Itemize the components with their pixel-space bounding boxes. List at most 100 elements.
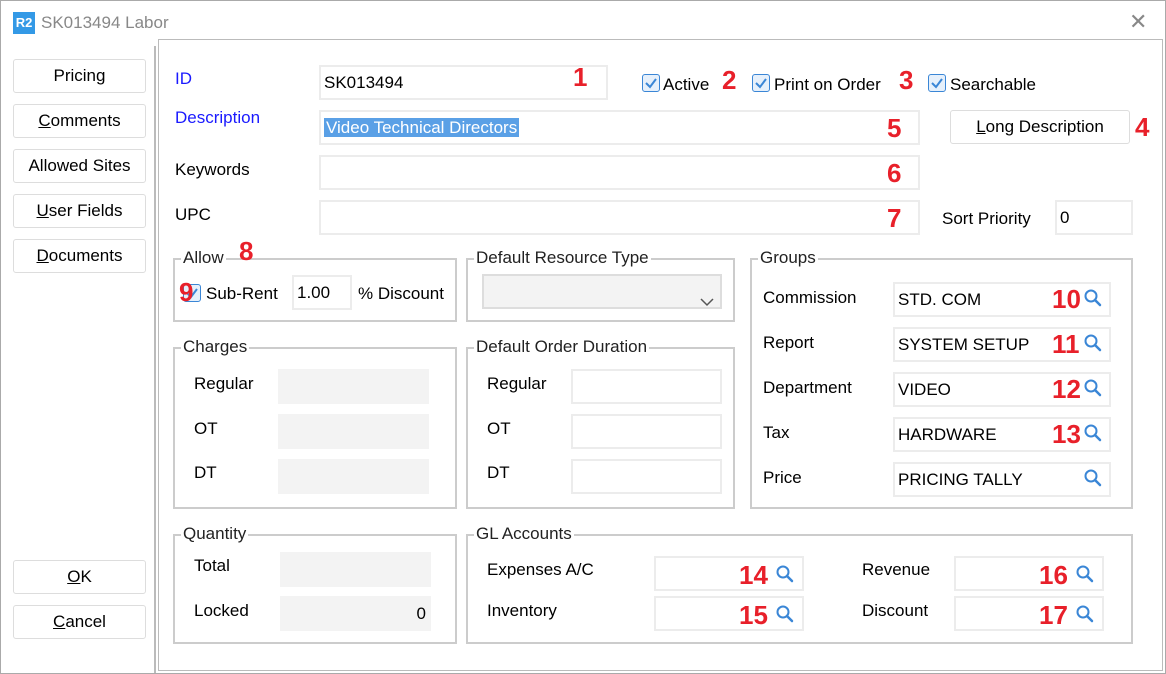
duration-regular-label: Regular [487, 374, 547, 393]
annotation-7: 7 [887, 203, 902, 233]
revenue-input[interactable] [954, 556, 1104, 591]
group-3-label: Tax [763, 423, 790, 442]
charges-group: Charges Regular OT DT [173, 337, 457, 509]
group-0-input[interactable]: STD. COM [893, 282, 1111, 317]
group-4-input[interactable]: PRICING TALLY [893, 462, 1111, 497]
allowed-sites-button[interactable]: Allowed Sites [13, 149, 146, 183]
sort-priority-input[interactable]: 0 [1055, 200, 1133, 235]
search-icon[interactable] [775, 564, 795, 584]
allow-group: Allow 9 Sub-Rent 1.00 % Discount [173, 248, 457, 322]
search-icon[interactable] [1083, 333, 1103, 353]
gl-discount-input[interactable] [954, 596, 1104, 631]
cancel-button[interactable]: Cancel [13, 605, 146, 639]
total-input[interactable] [280, 552, 431, 587]
print-on-order-label: Print on Order [774, 75, 881, 94]
gl-accounts-group: GL Accounts Expenses A/C Inventory Reven… [466, 524, 1133, 644]
annotation-12: 12 [1052, 374, 1081, 404]
user-fields-button[interactable]: User Fields [13, 194, 146, 228]
charges-regular-input[interactable] [278, 369, 429, 404]
pricing-button[interactable]: Pricing [13, 59, 146, 93]
revenue-label: Revenue [862, 560, 931, 579]
charges-ot-input[interactable] [278, 414, 429, 449]
inventory-input[interactable] [654, 596, 804, 631]
annotation-6: 6 [887, 158, 902, 188]
charges-title: Charges [181, 337, 250, 357]
id-input[interactable]: SK013494 [319, 65, 608, 100]
charges-dt-input[interactable] [278, 459, 429, 494]
group-0-label: Commission [763, 288, 857, 307]
search-icon[interactable] [1083, 423, 1103, 443]
close-icon[interactable]: ✕ [1129, 9, 1148, 34]
annotation-8: 8 [239, 236, 254, 266]
active-checkbox[interactable] [642, 74, 660, 92]
annotation-11: 11 [1052, 329, 1080, 359]
annotation-1: 1 [573, 62, 588, 92]
annotation-9: 9 [179, 277, 194, 307]
locked-label: Locked [194, 601, 249, 620]
total-label: Total [194, 556, 230, 575]
checkmark-icon [755, 78, 767, 89]
keywords-label: Keywords [175, 160, 250, 179]
search-icon[interactable] [1083, 378, 1103, 398]
main-panel: ID SK013494 1 Active 2 Print on Order 3 … [158, 39, 1163, 671]
groups-title: Groups [758, 248, 818, 268]
upc-label: UPC [175, 205, 211, 224]
search-icon[interactable] [775, 604, 795, 624]
upc-input[interactable] [319, 200, 920, 235]
quantity-title: Quantity [181, 524, 249, 544]
ok-button[interactable]: OK [13, 560, 146, 594]
discount-input[interactable]: 1.00 [292, 275, 352, 310]
keywords-input[interactable] [319, 155, 920, 190]
expenses-input[interactable] [654, 556, 804, 591]
quantity-group: Quantity Total Locked 0 [173, 524, 457, 644]
search-icon[interactable] [1075, 564, 1095, 584]
group-4-label: Price [763, 468, 802, 487]
duration-dt-label: DT [487, 463, 510, 482]
searchable-checkbox[interactable] [928, 74, 946, 92]
searchable-label: Searchable [950, 75, 1037, 94]
group-1-input[interactable]: SYSTEM SETUP [893, 327, 1111, 362]
default-order-duration-title: Default Order Duration [474, 337, 650, 357]
checkmark-icon [186, 288, 198, 299]
group-0-value: STD. COM [898, 290, 982, 309]
group-2-label: Department [763, 378, 852, 397]
checkmark-icon [645, 78, 657, 89]
annotation-2: 2 [722, 65, 737, 95]
group-1-label: Report [763, 333, 815, 352]
documents-button[interactable]: Documents [13, 239, 146, 273]
print-on-order-checkbox[interactable] [752, 74, 770, 92]
group-3-value: HARDWARE [898, 425, 997, 444]
group-3-input[interactable]: HARDWARE [893, 417, 1111, 452]
description-text: Video Technical Directors [324, 118, 520, 137]
sub-rent-checkbox[interactable] [183, 284, 201, 302]
default-order-duration-group: Default Order Duration Regular OT DT [466, 337, 735, 509]
description-input[interactable]: Video Technical Directors [319, 110, 920, 145]
group-1-value: SYSTEM SETUP [898, 335, 1030, 354]
search-icon[interactable] [1083, 468, 1103, 488]
resource-type-select[interactable] [482, 274, 722, 309]
duration-regular-input[interactable] [571, 369, 722, 404]
groups-group: Groups Commission STD. COM 10 Report SYST… [750, 248, 1133, 509]
group-2-input[interactable]: VIDEO [893, 372, 1111, 407]
annotation-17: 17 [1039, 600, 1068, 630]
duration-ot-input[interactable] [571, 414, 722, 449]
duration-ot-label: OT [487, 419, 511, 438]
gl-discount-label: Discount [862, 601, 929, 620]
long-description-button[interactable]: Long Description [950, 110, 1130, 144]
duration-dt-input[interactable] [571, 459, 722, 494]
comments-button[interactable]: Comments [13, 104, 146, 138]
locked-input[interactable]: 0 [280, 596, 431, 631]
id-label: ID [175, 69, 192, 88]
allow-title: Allow [181, 248, 226, 268]
search-icon[interactable] [1075, 604, 1095, 624]
inventory-label: Inventory [487, 601, 557, 620]
sub-rent-label: Sub-Rent [206, 284, 278, 303]
annotation-15: 15 [739, 600, 768, 630]
group-4-value: PRICING TALLY [898, 470, 1023, 489]
checkmark-icon [931, 78, 943, 89]
default-resource-type-title: Default Resource Type [474, 248, 651, 268]
sidebar: Pricing Comments Allowed Sites User Fiel… [1, 46, 156, 673]
search-icon[interactable] [1083, 288, 1103, 308]
discount-label: % Discount [358, 284, 444, 303]
